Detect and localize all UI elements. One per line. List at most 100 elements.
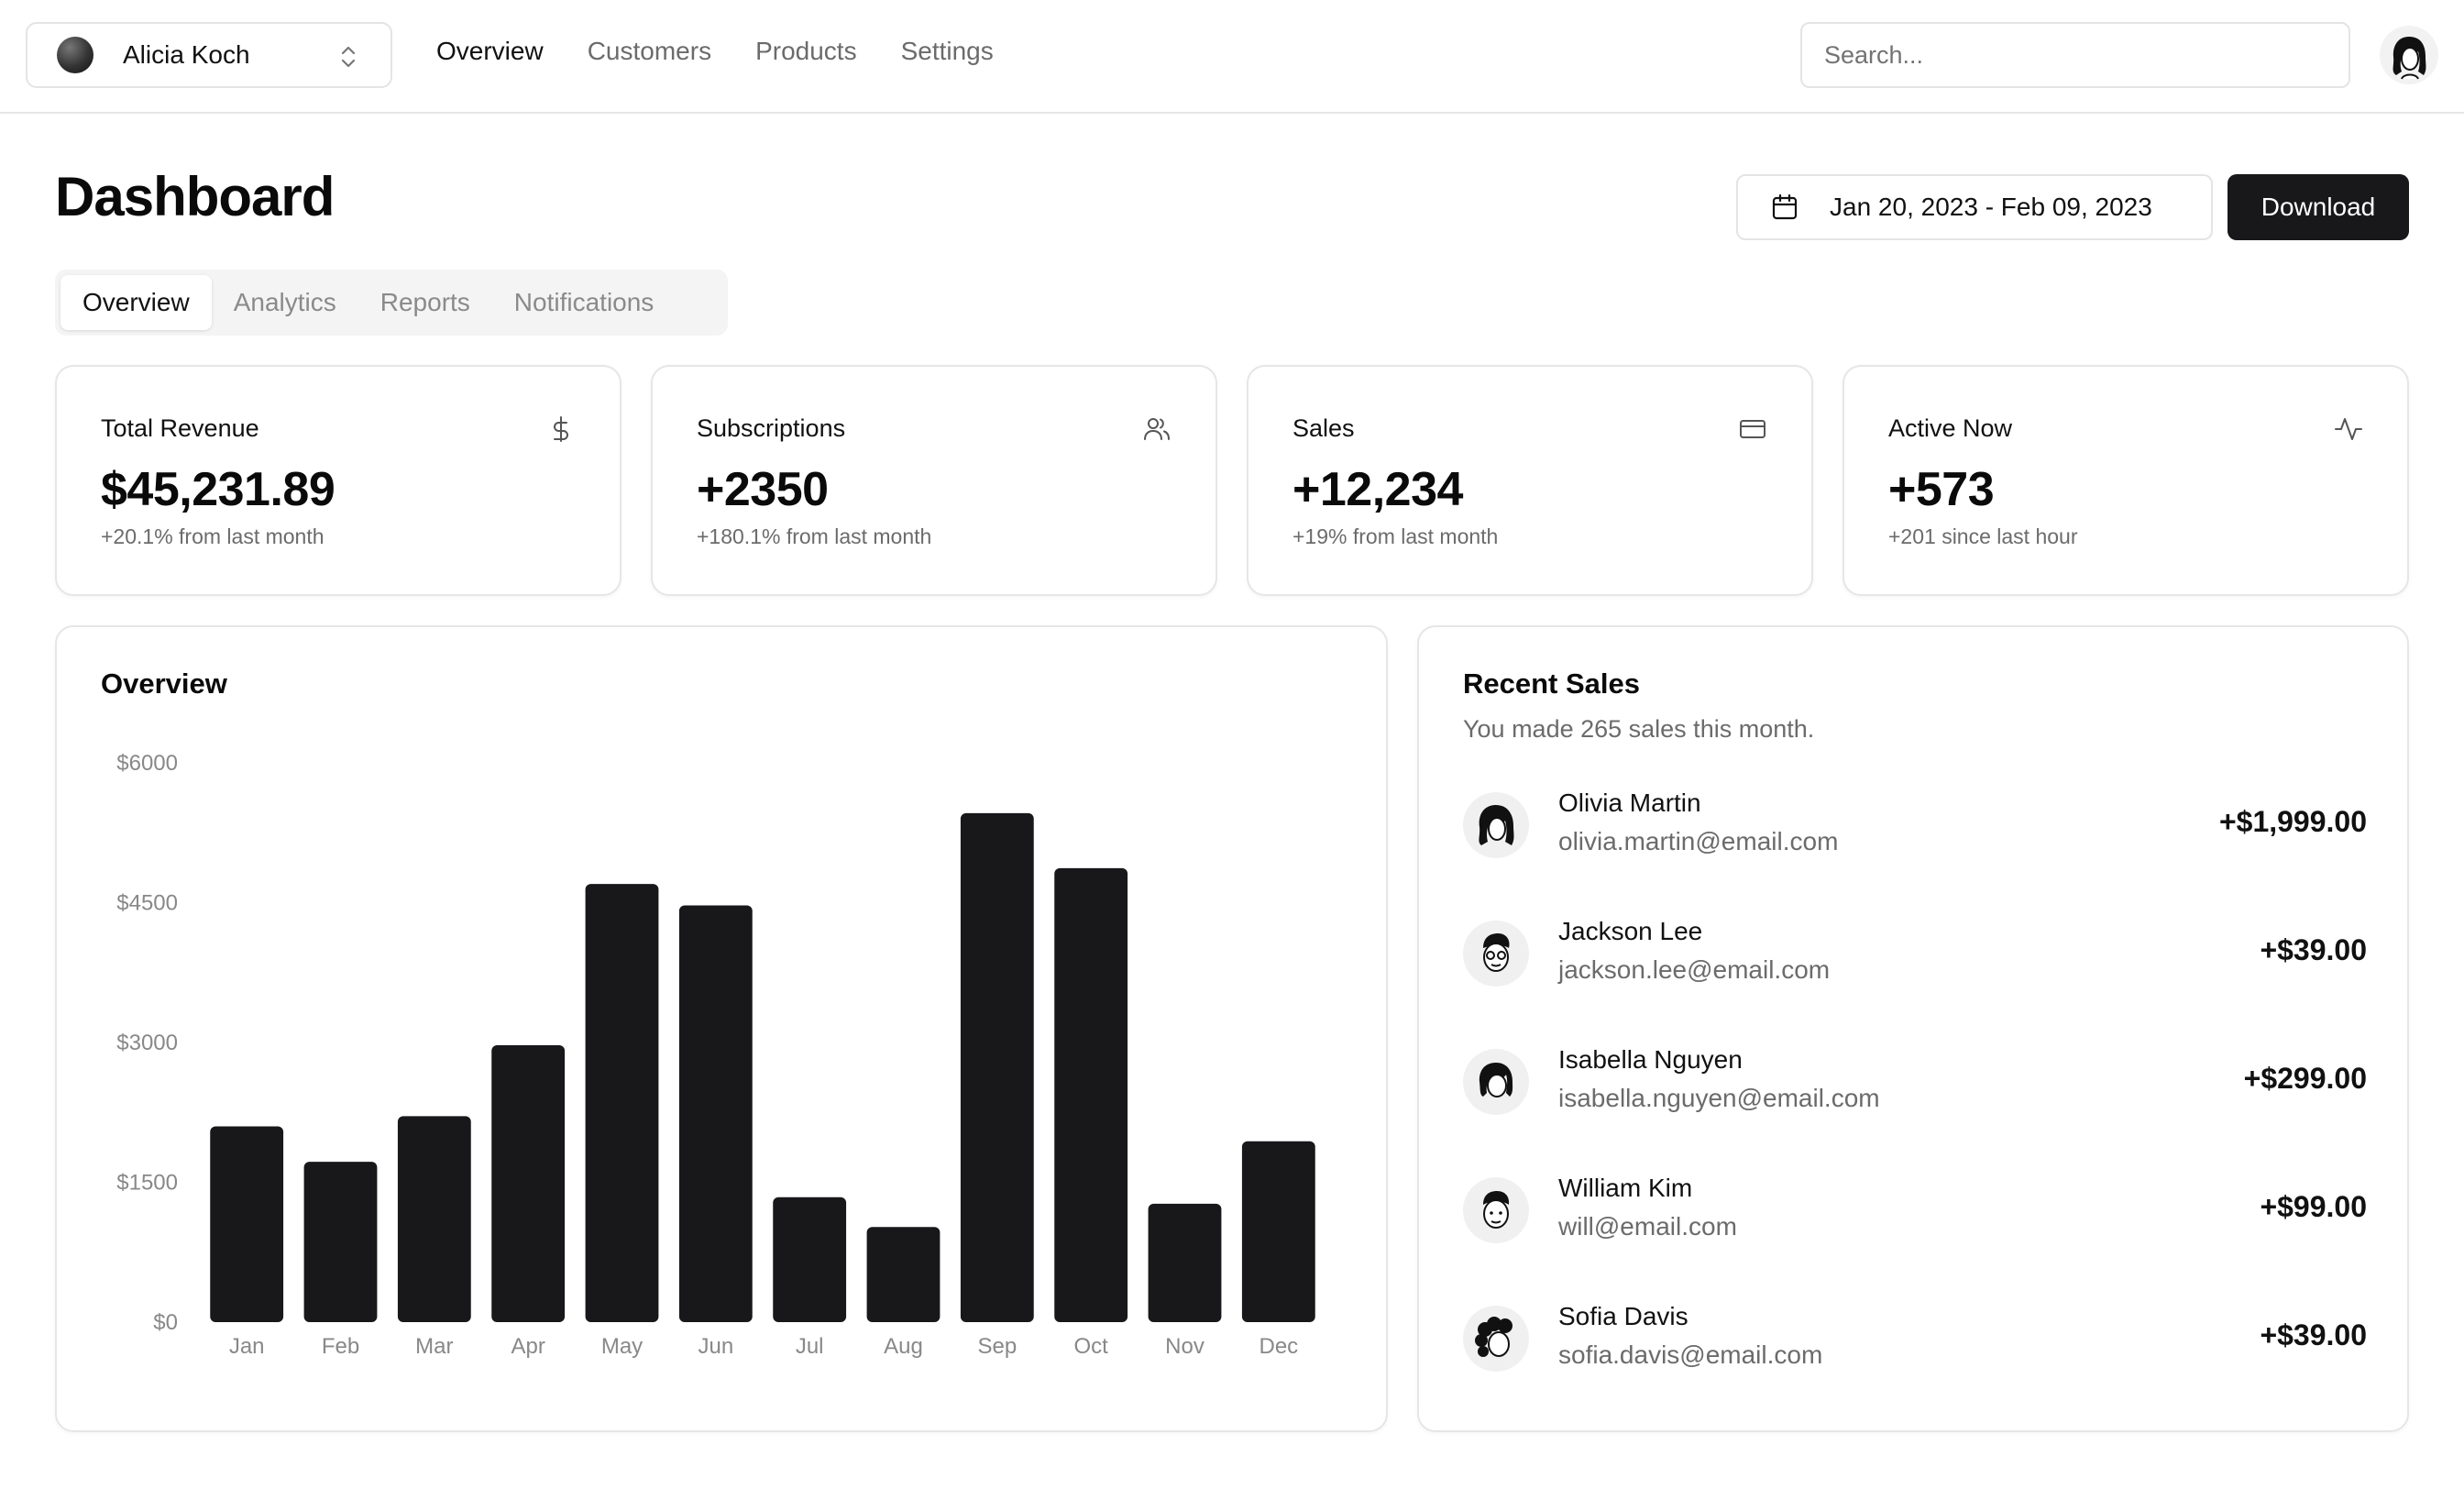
x-tick-label: Jun — [698, 1334, 733, 1359]
customer-name: Isabella Nguyen — [1558, 1045, 1743, 1074]
nav-products[interactable]: Products — [755, 37, 857, 65]
users-icon — [1144, 418, 1170, 440]
stat-card-total-revenue: Total Revenue $45,231.89 +20.1% from las… — [55, 365, 622, 596]
stat-card-active-now: Active Now +573 +201 since last hour — [1842, 365, 2409, 596]
stat-change: +201 since last hour — [1888, 524, 2078, 548]
tab-notifications[interactable]: Notifications — [513, 288, 654, 316]
sale-row: Isabella Nguyen isabella.nguyen@email.co… — [1463, 1045, 2367, 1174]
credit-card-icon — [1740, 420, 1766, 438]
bar-may[interactable] — [585, 884, 659, 1322]
avatar-illustration-man-glasses — [1483, 933, 1510, 972]
bar-jun[interactable] — [678, 905, 753, 1322]
sale-amount: +$299.00 — [2243, 1062, 2367, 1095]
top-navigation-bar: Alicia Koch Overview Customers Products … — [0, 0, 2464, 114]
tab-reports[interactable]: Reports — [380, 288, 470, 316]
team-name: Alicia Koch — [123, 40, 250, 69]
overview-bar-chart: $0 $1500 $3000 $4500 $6000 Jan Feb Mar Apr May Jun… — [116, 751, 1315, 1359]
customer-avatar — [1463, 1306, 1529, 1372]
customer-email: sofia.davis@email.com — [1558, 1340, 1823, 1369]
stat-title: Subscriptions — [697, 414, 846, 442]
x-tick-label: Sep — [977, 1334, 1017, 1359]
stat-change: +19% from last month — [1292, 524, 1499, 548]
y-tick-label: $3000 — [116, 1031, 178, 1055]
stat-value: +573 — [1888, 463, 1995, 516]
customer-name: William Kim — [1558, 1174, 1693, 1202]
x-tick-label: Nov — [1165, 1334, 1204, 1359]
download-button[interactable]: Download — [2228, 174, 2409, 240]
customer-email: olivia.martin@email.com — [1558, 827, 1839, 855]
stat-value: +2350 — [697, 463, 829, 516]
customer-avatar — [1463, 792, 1529, 858]
stat-change: +180.1% from last month — [697, 524, 932, 548]
x-tick-label: Dec — [1259, 1334, 1298, 1359]
x-tick-label: Feb — [322, 1334, 359, 1359]
y-tick-label: $1500 — [116, 1171, 178, 1196]
avatar-illustration-man — [1483, 1191, 1510, 1229]
date-range-text: Jan 20, 2023 - Feb 09, 2023 — [1830, 193, 2152, 221]
sale-amount: +$39.00 — [2260, 1318, 2367, 1351]
tab-overview[interactable]: Overview — [60, 275, 212, 330]
customer-email: isabella.nguyen@email.com — [1558, 1084, 1880, 1112]
bar-sep[interactable] — [960, 812, 1034, 1322]
dashboard-tabs: Overview Analytics Reports Notifications — [55, 270, 728, 336]
y-tick-label: $4500 — [116, 891, 178, 916]
sale-amount: +$1,999.00 — [2218, 805, 2367, 838]
sale-amount: +$39.00 — [2260, 933, 2367, 966]
bar-jan[interactable] — [210, 1126, 284, 1323]
chevron-up-down-icon — [341, 46, 356, 68]
x-tick-label: Jul — [796, 1334, 824, 1359]
stat-change: +20.1% from last month — [101, 524, 324, 548]
page-title: Dashboard — [55, 166, 335, 227]
x-tick-label: Aug — [884, 1334, 923, 1359]
avatar-illustration-woman-curly — [1475, 1317, 1512, 1357]
date-range-picker[interactable]: Jan 20, 2023 - Feb 09, 2023 — [1736, 174, 2213, 240]
customer-name: Sofia Davis — [1558, 1302, 1688, 1330]
overview-title: Overview — [101, 667, 227, 700]
x-tick-label: Jan — [229, 1334, 265, 1359]
nav-overview[interactable]: Overview — [436, 37, 544, 65]
customer-email: will@email.com — [1558, 1212, 1737, 1241]
bar-jul[interactable] — [773, 1197, 847, 1322]
recent-sales-subtitle: You made 265 sales this month. — [1463, 715, 1815, 743]
nav-customers[interactable]: Customers — [587, 37, 712, 65]
tab-analytics[interactable]: Analytics — [233, 288, 336, 316]
nav-settings[interactable]: Settings — [900, 37, 994, 65]
overview-chart-card: Overview $0 $1500 $3000 $4500 $6000 Jan Feb Mar… — [55, 625, 1388, 1432]
team-avatar — [57, 37, 94, 73]
x-tick-label: Oct — [1073, 1334, 1108, 1359]
main-nav: Overview Customers Products Settings — [436, 37, 994, 66]
sale-row: William Kim will@email.com +$99.00 — [1463, 1174, 2367, 1302]
bar-oct[interactable] — [1054, 867, 1128, 1322]
user-avatar[interactable] — [2380, 26, 2438, 84]
customer-email: jackson.lee@email.com — [1558, 955, 1831, 984]
sale-row: Sofia Davis sofia.davis@email.com +$39.0… — [1463, 1302, 2367, 1430]
y-tick-label: $6000 — [116, 751, 178, 776]
stat-title: Total Revenue — [101, 414, 259, 442]
recent-sales-card: Recent Sales You made 265 sales this mon… — [1417, 625, 2409, 1432]
team-switcher[interactable]: Alicia Koch — [26, 22, 392, 88]
bar-aug[interactable] — [866, 1227, 940, 1322]
bar-nov[interactable] — [1148, 1203, 1222, 1322]
recent-sales-title: Recent Sales — [1463, 667, 1640, 700]
calendar-icon — [1772, 193, 1798, 220]
bar-mar[interactable] — [397, 1116, 471, 1322]
search-input[interactable] — [1800, 22, 2350, 88]
x-tick-label: Apr — [511, 1334, 544, 1359]
sale-amount: +$99.00 — [2260, 1190, 2367, 1223]
sale-row: Jackson Lee jackson.lee@email.com +$39.0… — [1463, 917, 2367, 1045]
customer-avatar — [1463, 1177, 1529, 1243]
customer-name: Olivia Martin — [1558, 789, 1701, 817]
customer-avatar — [1463, 921, 1529, 987]
customer-avatar — [1463, 1049, 1529, 1115]
stat-title: Active Now — [1888, 414, 2013, 442]
avatar-illustration-woman — [1479, 805, 1514, 845]
user-avatar-illustration — [2392, 37, 2426, 80]
bar-feb[interactable] — [303, 1162, 378, 1322]
stat-card-subscriptions: Subscriptions +2350 +180.1% from last mo… — [651, 365, 1217, 596]
bar-dec[interactable] — [1241, 1141, 1315, 1322]
stat-value: $45,231.89 — [101, 463, 336, 516]
stat-value: +12,234 — [1292, 463, 1463, 516]
bar-apr[interactable] — [491, 1045, 566, 1322]
dollar-icon — [554, 416, 568, 442]
sale-row: Olivia Martin olivia.martin@email.com +$… — [1463, 789, 2367, 917]
